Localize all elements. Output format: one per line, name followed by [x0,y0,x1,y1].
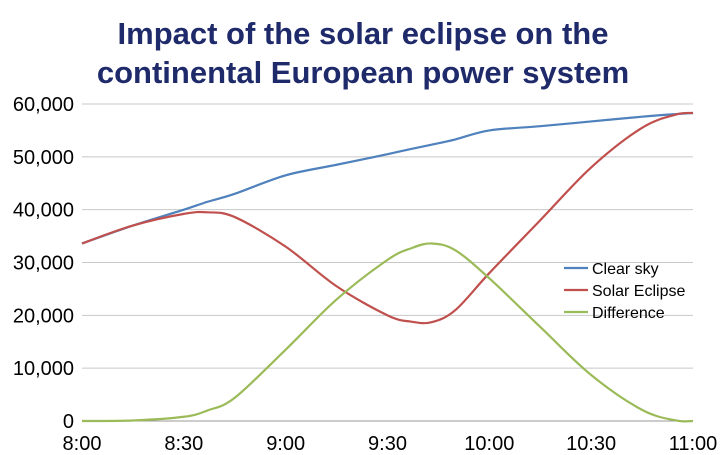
legend-item-difference: Difference [564,305,665,322]
x-tick-label: 9:30 [368,433,407,455]
chart-title-line-2: continental European power system [96,55,630,90]
y-tick-label: 20,000 [13,305,74,327]
legend-label: Clear sky [592,261,659,278]
x-tick-label: 9:00 [266,433,305,455]
legend-item-solar-eclipse: Solar Eclipse [564,283,685,300]
x-tick-label: 8:00 [63,433,102,455]
legend-label: Solar Eclipse [592,283,685,300]
y-tick-label: 60,000 [13,94,74,116]
series-lines [81,111,694,423]
legend-label: Difference [592,305,665,322]
x-axis-tick-labels: 8:00 8:30 9:00 9:30 10:00 10:30 11:00 [63,433,718,455]
y-tick-label: 10,000 [13,358,74,380]
x-tick-label: 11:00 [669,433,718,455]
y-axis-tick-labels: 0 10,000 20,000 30,000 40,000 50,000 60,000 [13,94,74,433]
chart-title: Impact of the solar eclipse on the conti… [0,14,726,92]
x-tick-label: 8:30 [164,433,203,455]
y-tick-label: 0 [63,411,74,433]
chart-title-line-1: Impact of the solar eclipse on the [117,16,609,51]
series-line-solar-eclipse [81,111,694,325]
x-tick-label: 10:30 [566,433,616,455]
y-tick-label: 30,000 [13,253,74,275]
y-tick-label: 50,000 [13,147,74,169]
x-tick-label: 10:00 [464,433,514,455]
series-line-difference [81,242,694,423]
series-line-clear-sky [81,111,694,245]
legend: Clear sky Solar Eclipse Difference [564,261,685,322]
y-tick-label: 40,000 [13,200,74,222]
legend-item-clear-sky: Clear sky [564,261,659,278]
